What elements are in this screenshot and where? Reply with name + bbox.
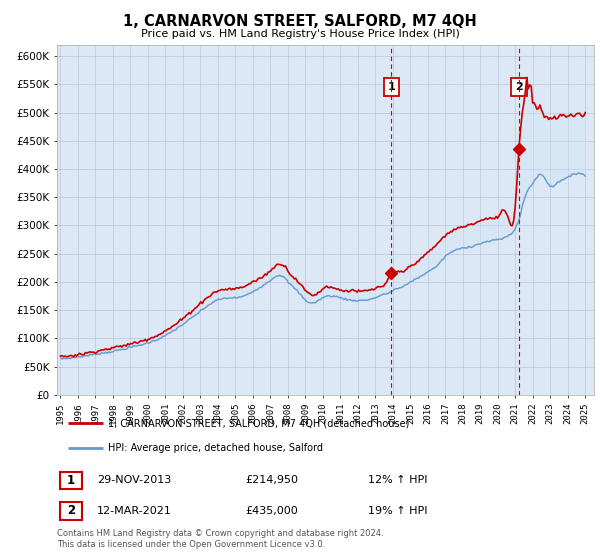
Text: Contains HM Land Registry data © Crown copyright and database right 2024.
This d: Contains HM Land Registry data © Crown c… — [57, 529, 383, 549]
Text: 1, CARNARVON STREET, SALFORD, M7 4QH (detached house): 1, CARNARVON STREET, SALFORD, M7 4QH (de… — [108, 418, 409, 428]
Text: 2: 2 — [67, 505, 75, 517]
Text: 12% ↑ HPI: 12% ↑ HPI — [368, 475, 428, 485]
Text: 29-NOV-2013: 29-NOV-2013 — [97, 475, 172, 485]
Text: 1, CARNARVON STREET, SALFORD, M7 4QH: 1, CARNARVON STREET, SALFORD, M7 4QH — [123, 14, 477, 29]
Text: 19% ↑ HPI: 19% ↑ HPI — [368, 506, 428, 516]
Text: Price paid vs. HM Land Registry's House Price Index (HPI): Price paid vs. HM Land Registry's House … — [140, 29, 460, 39]
Text: HPI: Average price, detached house, Salford: HPI: Average price, detached house, Salf… — [108, 442, 323, 452]
Text: 1: 1 — [388, 82, 395, 92]
Text: 1: 1 — [67, 474, 75, 487]
FancyBboxPatch shape — [59, 502, 82, 520]
Text: 12-MAR-2021: 12-MAR-2021 — [97, 506, 172, 516]
Text: 2: 2 — [515, 82, 523, 92]
Text: £214,950: £214,950 — [245, 475, 298, 485]
FancyBboxPatch shape — [59, 472, 82, 489]
Text: £435,000: £435,000 — [245, 506, 298, 516]
